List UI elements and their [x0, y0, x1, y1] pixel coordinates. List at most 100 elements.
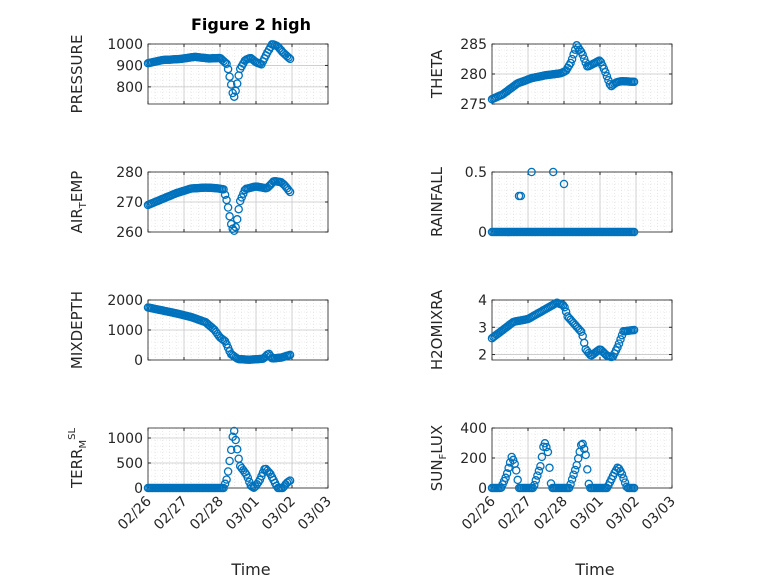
- data-point: [617, 469, 627, 479]
- x-tick-label: 03/02: [603, 494, 643, 534]
- data-point: [504, 463, 513, 473]
- data-point: [285, 54, 295, 64]
- data-point: [605, 80, 615, 89]
- data-point: [629, 483, 639, 493]
- subplot-3: 0 0.5 RAINFALL: [428, 165, 673, 241]
- y-tick-label: 800: [116, 80, 143, 96]
- x-tick-label: 02/28: [187, 494, 227, 534]
- y-tick-label: 0: [478, 225, 487, 241]
- data-point: [540, 439, 550, 448]
- y-tick-label: 2000: [107, 293, 143, 309]
- data-point: [285, 476, 295, 485]
- y-tick-label: 1000: [107, 37, 143, 53]
- y-tick-label: 280: [460, 67, 487, 83]
- data-point: [534, 466, 544, 476]
- data-point: [248, 482, 257, 491]
- data-point: [629, 227, 639, 237]
- x-tick-label: 03/02: [259, 494, 299, 534]
- data-point: [232, 445, 242, 454]
- y-tick-label: 400: [460, 421, 487, 437]
- data-point: [284, 53, 293, 62]
- subplot-6: 0 500 1000 TERRMSL 02/2602/2702/2803/0103/02…: [67, 426, 335, 534]
- subplot-0: 800 900 1000 PRESSURE: [68, 35, 329, 114]
- data-point: [619, 474, 628, 483]
- subplot-2: 260 270 280 AIRTEMP: [68, 165, 329, 241]
- x-tick-label: 03/03: [295, 494, 335, 534]
- y-tick-label: 1000: [107, 431, 143, 447]
- x-tick-label: 03/03: [639, 494, 679, 534]
- data-point: [516, 191, 526, 201]
- data-point: [569, 470, 578, 479]
- data-point: [583, 465, 592, 474]
- data-point: [234, 454, 243, 463]
- data-point: [537, 452, 547, 462]
- data-point: [545, 463, 554, 473]
- data-point: [231, 435, 240, 445]
- y-tick-label: 0: [134, 481, 143, 497]
- y-axis-label: MIXDEPTH: [68, 291, 86, 369]
- y-axis-label: THETA: [428, 49, 446, 99]
- data-point: [229, 92, 239, 101]
- data-point: [536, 461, 545, 471]
- data-point: [613, 343, 622, 352]
- data-point: [601, 67, 610, 77]
- figure-title: Figure 2 high: [191, 15, 311, 34]
- data-point: [285, 187, 295, 197]
- data-point: [542, 442, 551, 452]
- data-point: [602, 71, 612, 81]
- subplot-4: 0 1000 2000 MIXDEPTH: [68, 291, 329, 369]
- y-axis-label: PRESSURE: [68, 35, 86, 114]
- data-point: [629, 325, 639, 335]
- data-point: [223, 467, 233, 476]
- axes-frame: [147, 43, 329, 105]
- y-tick-label: 0.5: [465, 165, 487, 181]
- data-point: [232, 79, 242, 88]
- y-tick-label: 900: [116, 58, 143, 74]
- y-axis-label: RAINFALL: [428, 166, 446, 237]
- data-point: [511, 466, 521, 475]
- subplot-7: 0 200 400 SUNFLUX 02/2602/2702/2803/0103/020…: [428, 421, 679, 533]
- data-point: [531, 476, 541, 485]
- x-tick-label: 02/27: [151, 494, 191, 534]
- data-point: [502, 469, 512, 478]
- data-point: [222, 59, 231, 69]
- data-point: [232, 215, 242, 224]
- data-point: [223, 203, 233, 212]
- data-point: [579, 444, 589, 454]
- y-tick-label: 4: [478, 293, 487, 309]
- data-point: [219, 185, 228, 194]
- data-point: [629, 77, 639, 87]
- data-point: [501, 473, 510, 483]
- data-point: [533, 471, 542, 480]
- x-axis-label-left: Time: [230, 560, 270, 579]
- data-point: [558, 300, 568, 310]
- data-point: [570, 465, 580, 475]
- data-point: [234, 204, 243, 214]
- data-point: [560, 302, 569, 312]
- axes-frame: [147, 427, 329, 489]
- data-point: [243, 473, 253, 482]
- data-point: [284, 477, 293, 486]
- data-point: [225, 212, 234, 221]
- data-point: [225, 72, 234, 81]
- data-point: [576, 327, 586, 337]
- x-tick-label: 02/28: [531, 494, 571, 534]
- data-point: [220, 190, 230, 199]
- y-tick-label: 0: [134, 353, 143, 369]
- data-point: [220, 479, 230, 489]
- y-tick-label: 270: [116, 195, 143, 211]
- data-point: [616, 335, 625, 344]
- data-point: [527, 167, 536, 177]
- data-point: [219, 483, 228, 493]
- x-tick-label: 02/27: [495, 494, 535, 534]
- data-point: [614, 339, 624, 348]
- data-point: [567, 475, 577, 484]
- y-tick-label: 285: [460, 37, 487, 53]
- x-tick-label: 03/01: [567, 494, 607, 534]
- data-point: [578, 50, 587, 60]
- y-tick-label: 280: [116, 165, 143, 181]
- y-axis-label: TERRMSL: [67, 428, 89, 489]
- data-point: [226, 80, 236, 89]
- data-point: [229, 426, 239, 436]
- y-tick-label: 1000: [107, 323, 143, 339]
